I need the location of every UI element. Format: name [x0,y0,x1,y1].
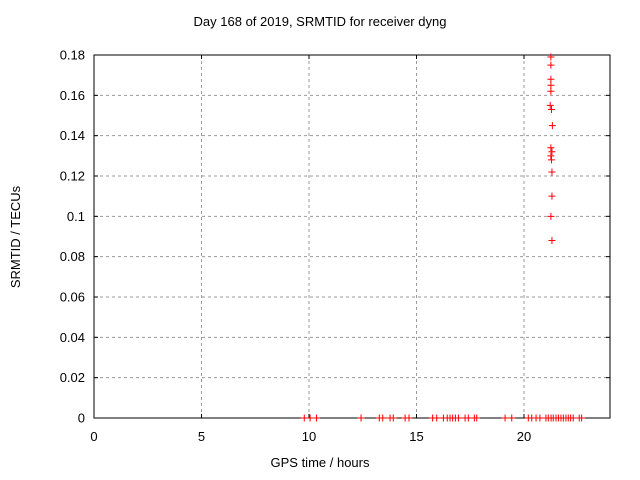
data-point-marker [547,81,555,89]
x-axis-label: GPS time / hours [270,455,370,470]
x-tick-label: 20 [517,429,531,444]
data-point-marker [548,105,556,113]
x-tick-label: 5 [198,429,205,444]
data-point-marker [547,53,555,61]
x-tick-label: 0 [90,429,97,444]
data-point-marker [547,212,555,220]
y-tick-label: 0.18 [60,48,85,63]
y-tick-label: 0.14 [60,128,85,143]
data-point-marker [379,414,387,422]
data-point-marker [501,414,509,422]
data-point-marker [547,152,555,160]
data-point-marker [547,87,555,95]
data-point-marker [473,414,481,422]
y-tick-label: 0 [78,411,85,426]
y-tick-label: 0.12 [60,169,85,184]
data-point-marker [508,414,516,422]
data-point-marker [548,192,556,200]
data-point-marker [536,414,544,422]
data-point-marker [547,144,555,152]
data-point-marker [578,414,586,422]
data-point-marker [464,414,472,422]
data-point-marker [357,414,365,422]
plot-border [93,54,611,419]
data-point-marker [548,237,556,245]
y-tick-label: 0.1 [67,209,85,224]
y-tick-label: 0.08 [60,249,85,264]
data-point-marker [546,101,554,109]
data-point-marker [547,61,555,69]
data-point-marker [548,122,556,130]
data-point-marker [548,168,556,176]
data-point-marker [306,414,314,422]
y-tick-label: 0.16 [60,88,85,103]
data-point-marker [454,414,462,422]
y-tick-label: 0.04 [60,330,85,345]
chart-title: Day 168 of 2019, SRMTID for receiver dyn… [193,14,447,29]
y-tick-label: 0.06 [60,290,85,305]
x-tick-label: 10 [302,429,316,444]
data-point-marker [405,414,413,422]
data-point-marker [433,414,441,422]
data-point-marker [313,414,321,422]
y-tick-label: 0.02 [60,370,85,385]
data-point-marker [548,156,556,164]
data-point-marker [389,414,397,422]
data-point-marker [569,414,577,422]
data-point-marker [548,148,556,156]
x-tick-label: 15 [409,429,423,444]
data-point-marker [547,75,555,83]
